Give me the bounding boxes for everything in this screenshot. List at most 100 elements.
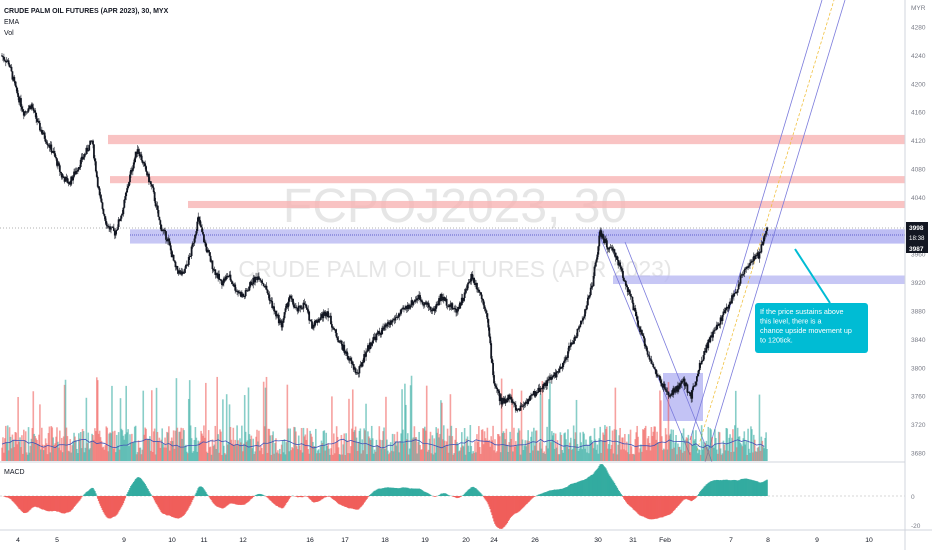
candle-body bbox=[654, 368, 657, 370]
candle-body bbox=[617, 259, 620, 266]
macd-bar bbox=[700, 489, 703, 496]
volume-bar bbox=[607, 444, 610, 461]
candle-body bbox=[554, 372, 557, 378]
volume-bar bbox=[93, 439, 95, 461]
volume-bar bbox=[697, 449, 700, 461]
volume-bar bbox=[389, 442, 392, 461]
down-channel-line bbox=[624, 241, 713, 463]
macd-bar bbox=[259, 493, 261, 496]
candle-body bbox=[62, 176, 65, 178]
volume-bar bbox=[40, 449, 42, 461]
volume-bar bbox=[17, 396, 19, 461]
volume-bar bbox=[616, 454, 619, 461]
candle-body bbox=[623, 280, 626, 282]
volume-bar bbox=[633, 454, 636, 461]
candle-body bbox=[520, 405, 523, 407]
candle-body bbox=[244, 290, 247, 297]
volume-bar bbox=[8, 427, 11, 461]
volume-bar bbox=[276, 452, 278, 461]
indicator-vol[interactable]: Vol bbox=[4, 30, 14, 37]
candle-body bbox=[378, 331, 381, 333]
macd-bar bbox=[632, 496, 635, 510]
candle-body bbox=[114, 230, 117, 236]
volume-bar bbox=[402, 429, 404, 461]
candle-body bbox=[430, 309, 433, 312]
candle-body bbox=[507, 394, 510, 401]
candle-body bbox=[697, 370, 700, 374]
time-tick: 16 bbox=[306, 537, 314, 544]
volume-bar bbox=[183, 430, 185, 461]
volume-bar bbox=[390, 450, 393, 461]
macd-bar bbox=[403, 487, 405, 496]
volume-bar bbox=[321, 443, 324, 461]
macd-bar bbox=[363, 496, 365, 503]
macd-bar bbox=[171, 496, 174, 517]
callout-box[interactable] bbox=[755, 303, 868, 353]
price-tick: 3880 bbox=[911, 309, 926, 316]
candle-body bbox=[710, 335, 713, 338]
macd-bar bbox=[311, 496, 313, 502]
macd-bar bbox=[89, 489, 91, 496]
candle-body bbox=[57, 162, 60, 166]
macd-bar bbox=[479, 492, 481, 496]
candle-body bbox=[661, 385, 664, 388]
candle-body bbox=[232, 283, 235, 287]
indicator-ema[interactable]: EMA bbox=[4, 19, 20, 26]
candle-body bbox=[584, 309, 586, 317]
volume-bar bbox=[201, 433, 203, 461]
candle-body bbox=[75, 170, 78, 172]
volume-bar bbox=[745, 440, 747, 461]
callout-text-line: this level, there is a bbox=[760, 317, 822, 326]
candle-body bbox=[702, 355, 705, 361]
macd-bar bbox=[308, 496, 310, 499]
time-tick: 11 bbox=[200, 537, 207, 544]
time-tick: 9 bbox=[122, 537, 126, 544]
candle-body bbox=[726, 306, 729, 308]
volume-bar bbox=[760, 436, 763, 461]
volume-bar bbox=[626, 452, 629, 461]
macd-bar bbox=[566, 487, 568, 496]
candle-body bbox=[385, 324, 388, 327]
volume-bar bbox=[175, 378, 178, 461]
candle-body bbox=[500, 397, 503, 405]
macd-bar bbox=[287, 496, 290, 501]
volume-bar bbox=[279, 454, 282, 461]
macd-bar bbox=[441, 493, 443, 496]
macd-bar bbox=[333, 496, 335, 500]
volume-bar bbox=[461, 445, 464, 461]
candle-body bbox=[316, 322, 319, 323]
macd-bar bbox=[219, 496, 221, 508]
candle-body bbox=[409, 305, 412, 308]
candle-body bbox=[353, 368, 356, 370]
candle-body bbox=[423, 302, 426, 305]
macd-bar bbox=[210, 496, 213, 501]
candles bbox=[1, 53, 768, 413]
macd-bar bbox=[156, 496, 159, 506]
volume-bar bbox=[227, 442, 230, 461]
macd-bar bbox=[628, 496, 631, 506]
volume-bar bbox=[278, 453, 280, 461]
candle-body bbox=[26, 111, 29, 113]
candle-body bbox=[104, 216, 107, 222]
candle-body bbox=[270, 300, 273, 302]
candle-body bbox=[671, 393, 674, 395]
candle-body bbox=[695, 381, 697, 386]
volume-bar bbox=[519, 454, 522, 461]
volume-bar bbox=[35, 438, 37, 461]
volume-bar bbox=[4, 425, 7, 461]
candle-body bbox=[269, 300, 272, 302]
candle-body bbox=[364, 354, 366, 357]
macd-bar bbox=[607, 474, 610, 496]
macd-bar bbox=[634, 496, 637, 511]
macd-bar bbox=[23, 496, 25, 513]
volume-bar bbox=[344, 454, 346, 461]
candle-body bbox=[305, 304, 308, 309]
volume-bar bbox=[61, 452, 64, 461]
volume-bar bbox=[497, 434, 500, 461]
candle-body bbox=[518, 408, 521, 411]
macd-bar bbox=[215, 496, 218, 506]
volume-bar bbox=[409, 385, 412, 461]
macd-bar bbox=[69, 496, 72, 512]
candle-body bbox=[755, 255, 758, 257]
candle-body bbox=[470, 274, 473, 282]
